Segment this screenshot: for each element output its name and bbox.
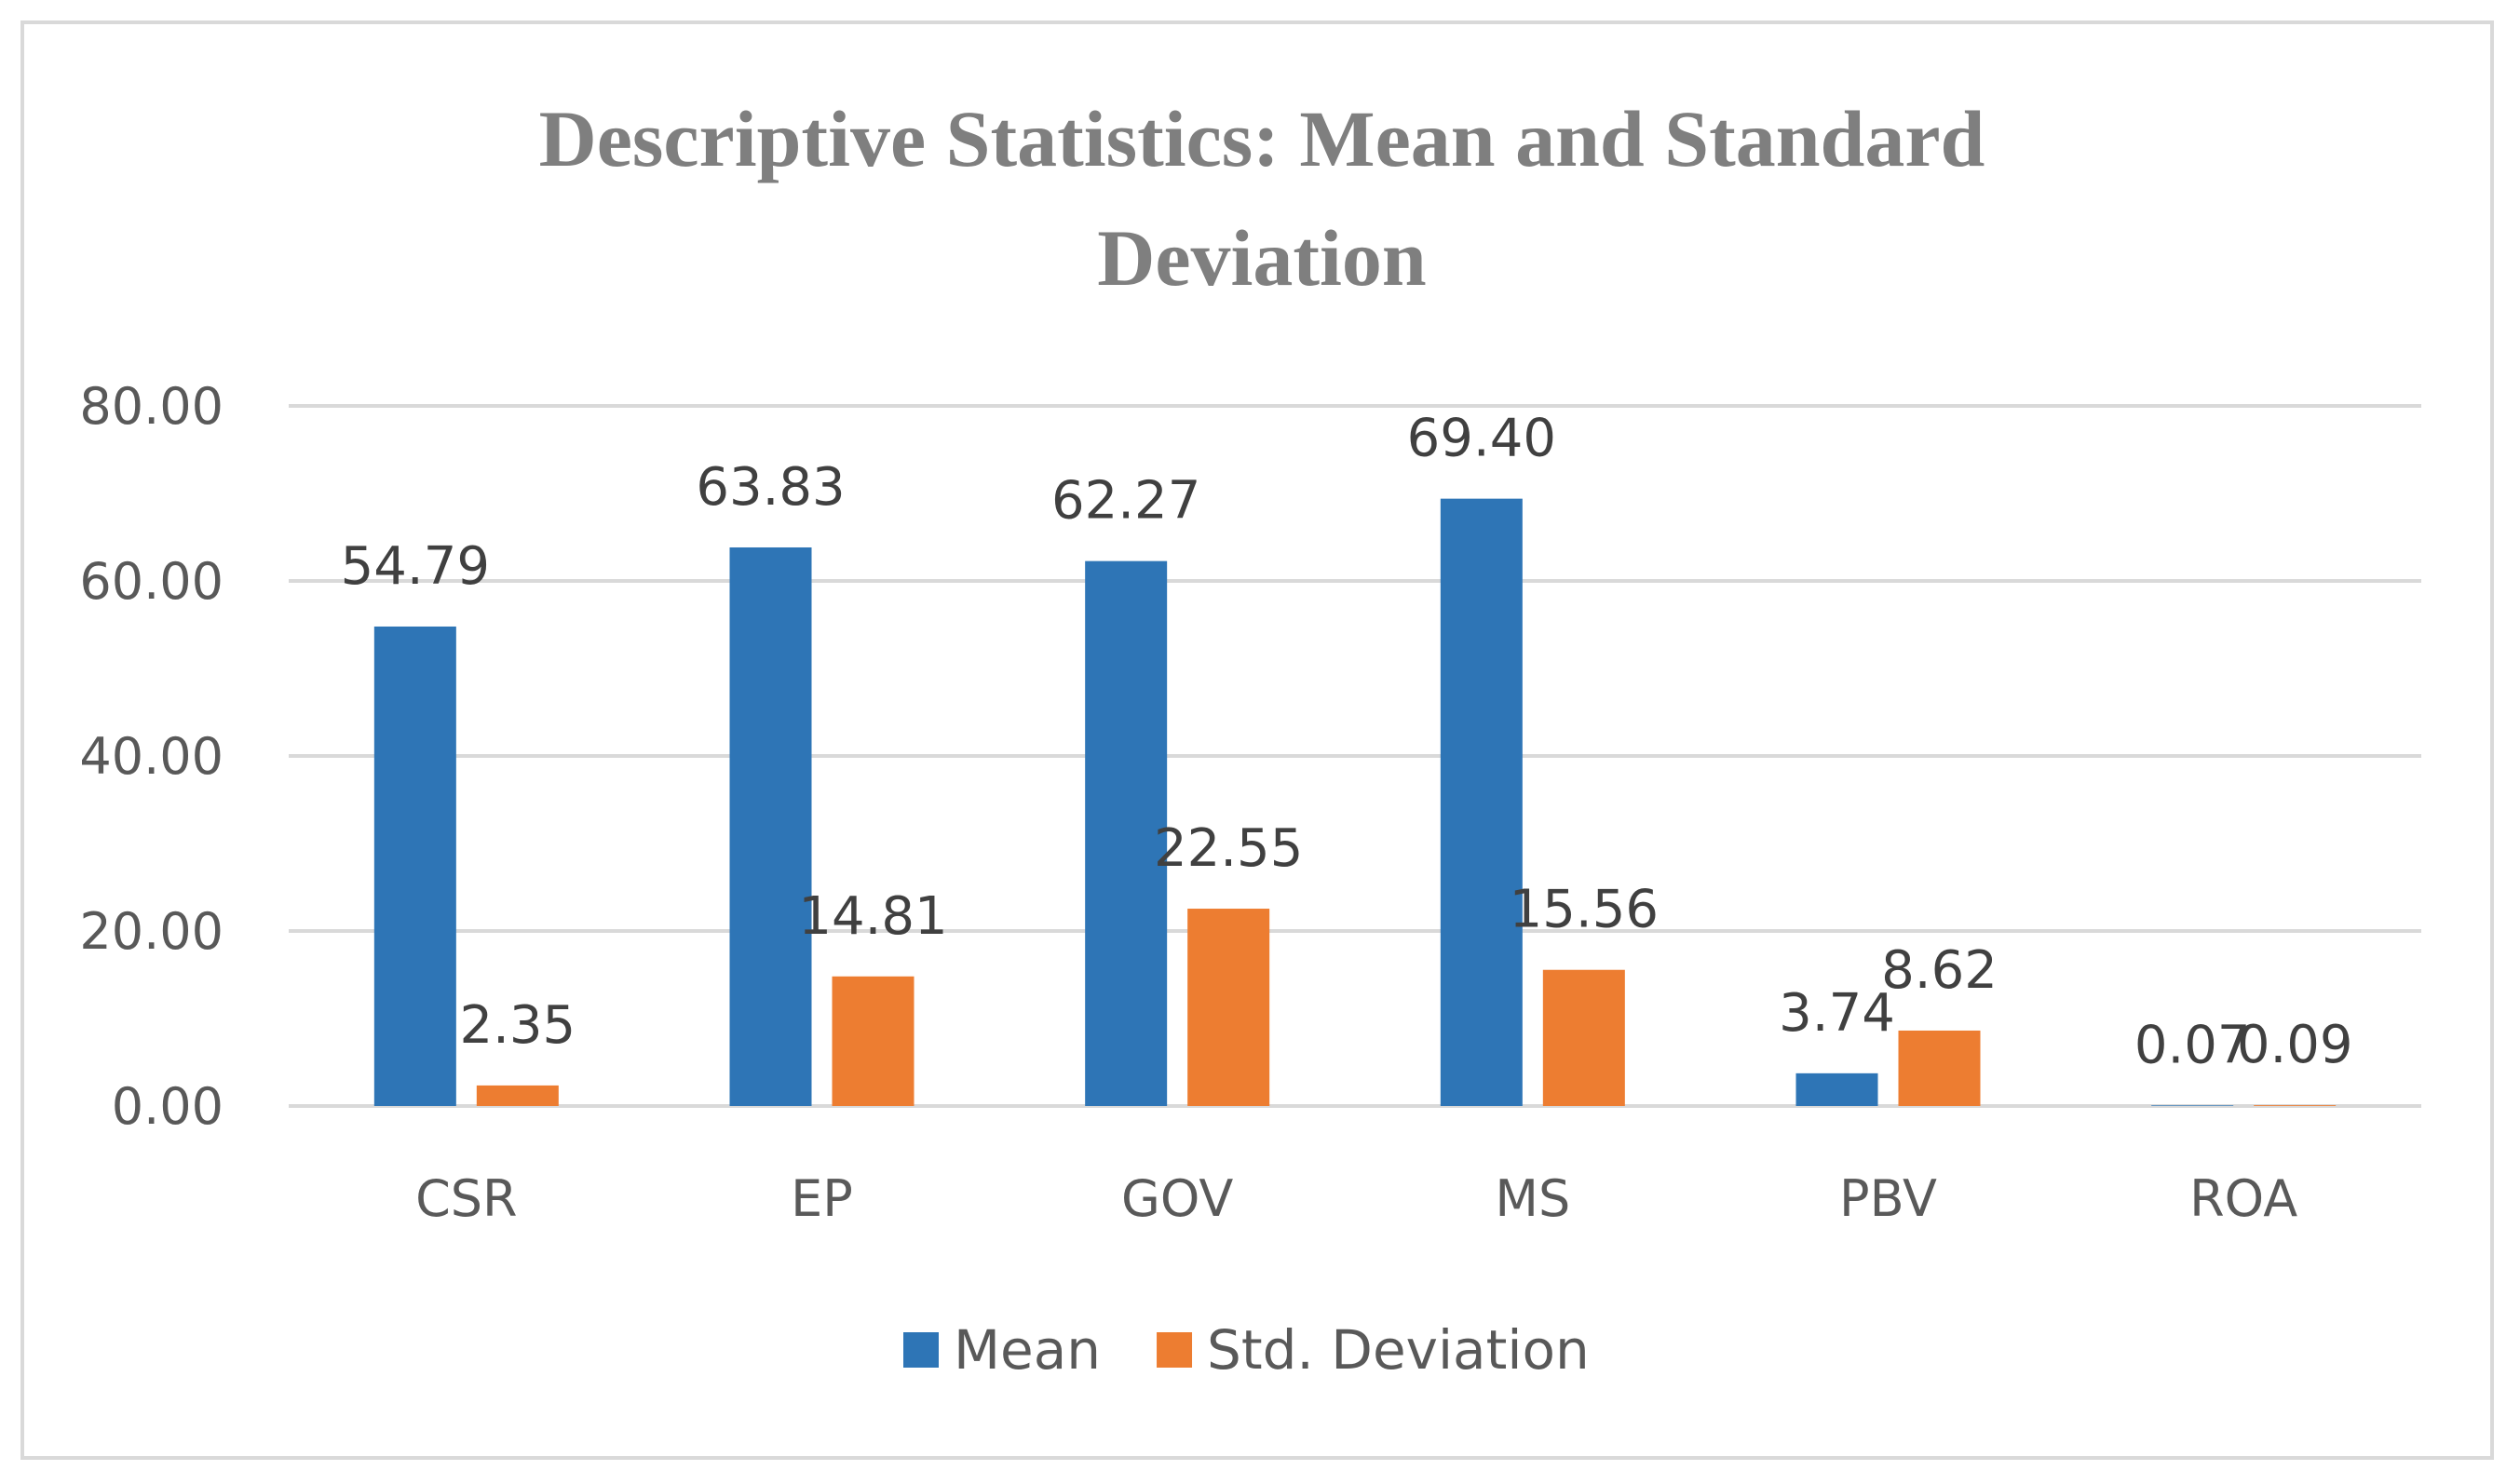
std-dev-label-ep: 14.81 [798, 886, 947, 947]
mean-label-gov: 62.27 [1051, 471, 1200, 532]
x-tick-label-ep: EP [791, 1169, 853, 1228]
chart-title-line-1: Descriptive Statistics: Mean and Standar… [539, 94, 1985, 183]
y-tick-label: 40.00 [79, 727, 224, 786]
mean-bar-roa [2151, 1105, 2234, 1106]
gridlines [289, 404, 2421, 1108]
data-labels: 54.79 2.35 63.83 14.81 62.27 22.55 69.40 15.56 3… [341, 409, 2353, 1076]
x-tick-label-gov: GOV [1121, 1169, 1233, 1228]
y-tick-label: 80.00 [79, 377, 224, 436]
std-dev-bar-ms [1542, 969, 1625, 1106]
y-tick-label: 60.00 [79, 552, 224, 611]
legend-swatch-mean [903, 1332, 939, 1368]
std-dev-bar-pbv [1898, 1030, 1981, 1106]
std-dev-label-ms: 15.56 [1510, 880, 1659, 940]
std-dev-label-pbv: 8.62 [1881, 940, 1998, 1001]
mean-bar-csr [373, 626, 456, 1106]
y-tick-label: 0.00 [112, 1077, 224, 1136]
mean-label-ep: 63.83 [696, 457, 845, 518]
mean-bar-gov [1085, 560, 1168, 1106]
std-dev-bar-csr [476, 1085, 559, 1106]
std-dev-label-gov: 22.55 [1154, 818, 1303, 879]
x-tick-label-pbv: PBV [1839, 1169, 1937, 1228]
bars [373, 498, 2337, 1106]
legend: Mean Std. Deviation [903, 1318, 1590, 1382]
x-tick-label-roa: ROA [2189, 1169, 2297, 1228]
std-dev-bar-roa [2254, 1105, 2337, 1106]
chart-title-line-2: Deviation [1097, 213, 1427, 303]
std-dev-bar-gov [1187, 909, 1270, 1106]
mean-label-roa: 0.07 [2134, 1015, 2251, 1075]
mean-label-pbv: 3.74 [1779, 983, 1895, 1044]
chart-title: Descriptive Statistics: Mean and Standar… [539, 94, 1985, 303]
y-axis-ticks: 0.00 20.00 40.00 60.00 80.00 [79, 377, 224, 1136]
std-dev-label-roa: 0.09 [2237, 1015, 2353, 1075]
y-tick-label: 20.00 [79, 902, 224, 961]
mean-bar-pbv [1795, 1073, 1878, 1106]
std-dev-label-csr: 2.35 [459, 995, 576, 1056]
legend-swatch-std-dev [1157, 1332, 1193, 1368]
legend-label-mean: Mean [954, 1318, 1101, 1382]
x-tick-label-csr: CSR [415, 1169, 518, 1228]
mean-bar-ep [729, 546, 812, 1106]
x-tick-label-ms: MS [1495, 1169, 1570, 1228]
mean-label-csr: 54.79 [341, 536, 490, 597]
x-axis-ticks: CSR EP GOV MS PBV ROA [415, 1169, 2297, 1228]
std-dev-bar-ep [832, 976, 915, 1106]
mean-bar-ms [1440, 498, 1523, 1106]
mean-label-ms: 69.40 [1407, 409, 1556, 469]
legend-label-std-dev: Std. Deviation [1207, 1318, 1590, 1382]
